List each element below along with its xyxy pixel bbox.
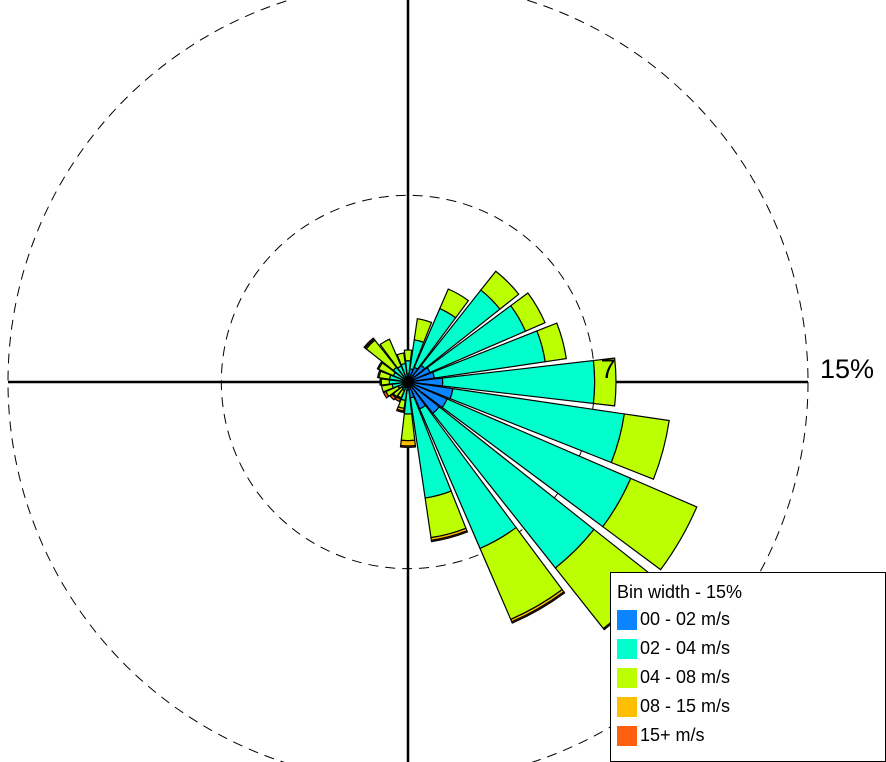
legend-label: 08 - 15 m/s [640,696,731,716]
petal-330-bin-2 [379,338,402,369]
petal-0-bin-2 [403,349,413,362]
petal-150-bin-4 [510,590,566,624]
petal-15-bin-2 [413,318,433,344]
petal-90-bin-2 [592,357,617,407]
legend-swatch [617,667,637,688]
petal-240-bin-4 [382,390,390,399]
petal-195-bin-4 [395,408,405,414]
ring-label-15: 15% [820,354,874,384]
petals [363,270,698,631]
petal-345-bin-2 [396,352,406,366]
legend-item-08-15: 08 - 15 m/s [617,692,885,721]
petal-270-bin-2 [380,378,391,386]
legend-swatch [617,725,637,746]
petal-180-bin-3 [399,439,417,447]
petal-120-bin-2 [601,477,698,571]
legend-label: 02 - 04 m/s [640,638,731,658]
petal-60-bin-2 [509,292,546,332]
petal-285-bin-3 [376,369,382,379]
petal-75-bin-2 [536,322,567,363]
legend-label: 15+ m/s [640,725,705,745]
legend-item-00-02: 00 - 02 m/s [617,605,885,634]
petal-30-bin-2 [438,288,470,319]
legend-item-04-08: 04 - 08 m/s [617,663,885,692]
legend-label: 00 - 02 m/s [640,609,731,629]
legend-label: 04 - 08 m/s [640,667,731,687]
petal-165-bin-4 [430,529,469,543]
legend-item-15plus: 15+ m/s [617,721,885,750]
petal-300-bin-3 [376,361,384,371]
legend-swatch [617,638,637,659]
petal-225-bin-4 [389,393,397,401]
legend-swatch [617,609,637,630]
petal-270-bin-3 [379,378,383,386]
petal-210-bin-4 [394,396,402,403]
legend-item-02-04: 02 - 04 m/s [617,634,885,663]
legend: Bin width - 15% 00 - 02 m/s 02 - 04 m/s … [610,572,886,762]
petal-315-bin-4 [363,337,375,349]
petal-105-bin-2 [610,413,670,480]
ring-label-7: 7 [601,354,616,384]
petal-255-bin-2 [380,383,394,393]
legend-title: Bin width - 15% [617,582,743,602]
petal-45-bin-2 [480,270,520,310]
legend-swatch [617,696,637,717]
petal-180-bin-2 [400,413,416,442]
petal-180-bin-4 [399,444,417,448]
